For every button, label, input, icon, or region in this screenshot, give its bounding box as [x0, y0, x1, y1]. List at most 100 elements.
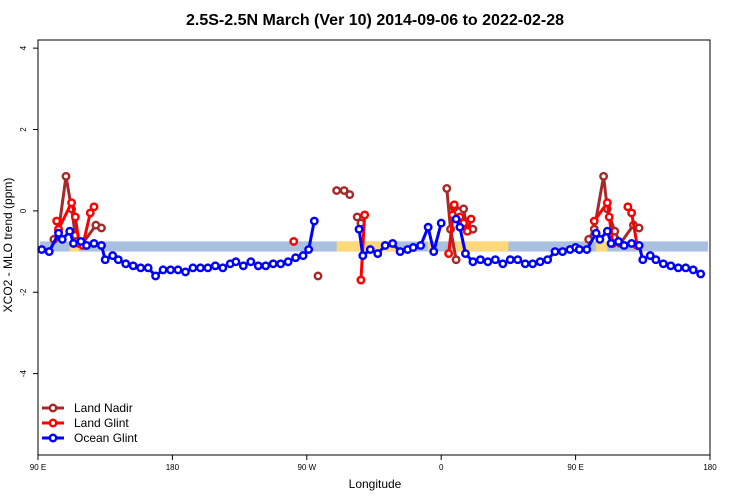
legend-label: Ocean Glint — [74, 431, 138, 445]
data-point — [128, 261, 138, 271]
series-land-nadir — [49, 171, 644, 281]
legend-marker — [48, 403, 58, 413]
data-point — [602, 198, 612, 208]
data-point — [181, 267, 190, 277]
data-point — [604, 212, 614, 222]
data-point — [65, 226, 75, 236]
chart-title: 2.5S-2.5N March (Ver 10) 2014-09-06 to 2… — [186, 12, 564, 29]
data-point — [634, 223, 644, 233]
data-point — [459, 204, 469, 214]
land-band-segment — [336, 241, 397, 252]
data-point — [304, 245, 314, 254]
x-axis: 90 E 180 90 W 0 90 E 180 — [30, 455, 717, 472]
plot-frame — [37, 39, 711, 456]
data-point — [582, 245, 592, 254]
data-point — [591, 228, 601, 238]
x-tick-label: 180 — [166, 463, 180, 472]
data-point — [54, 228, 63, 238]
data-point — [528, 259, 538, 269]
data-point — [345, 190, 355, 200]
data-point — [82, 241, 91, 250]
data-point — [97, 241, 106, 250]
x-axis-label: Longitude — [349, 477, 402, 491]
data-point — [513, 255, 523, 265]
data-point — [218, 263, 228, 273]
data-point — [475, 255, 485, 265]
data-point — [380, 241, 390, 250]
data-point — [332, 186, 342, 195]
data-point — [606, 238, 616, 248]
y-axis-label: XCO2 - MLO trend (ppm) — [1, 178, 15, 313]
data-point — [638, 255, 648, 265]
data-point — [623, 202, 633, 212]
data-point — [442, 184, 452, 193]
x-tick-label: 90 E — [30, 463, 46, 472]
legend-label: Land Glint — [74, 416, 129, 430]
data-point — [627, 238, 637, 248]
data-point — [365, 245, 375, 254]
data-point — [276, 259, 286, 269]
data-point — [231, 257, 241, 267]
data-point — [61, 171, 71, 181]
data-point — [574, 245, 584, 254]
data-point — [498, 259, 508, 269]
data-point — [158, 265, 168, 275]
data-point — [619, 241, 629, 250]
data-point — [52, 216, 62, 226]
data-point — [268, 259, 278, 269]
legend-marker — [48, 433, 58, 443]
x-tick-label: 0 — [439, 463, 444, 472]
data-point — [658, 259, 668, 269]
data-point — [666, 261, 676, 271]
data-point — [444, 249, 454, 259]
x-tick-label: 180 — [703, 463, 717, 472]
data-point — [436, 218, 446, 228]
y-axis: 4 2 0 -2 -4 — [19, 45, 38, 377]
y-tick-label: -2 — [19, 288, 28, 296]
data-point — [253, 261, 263, 271]
data-point — [358, 251, 368, 261]
data-point — [246, 257, 256, 267]
data-point — [283, 257, 293, 267]
data-point — [388, 238, 398, 248]
data-point — [360, 210, 370, 220]
data-point — [289, 236, 299, 246]
data-point — [70, 212, 80, 222]
data-point — [57, 234, 67, 244]
data-point — [121, 259, 131, 269]
data-point — [166, 265, 175, 275]
data-point — [339, 186, 349, 195]
data-point — [423, 222, 433, 232]
data-point — [535, 257, 545, 267]
land-band-segment — [428, 241, 432, 252]
data-point — [151, 271, 161, 281]
data-point — [188, 263, 198, 273]
data-point — [203, 263, 213, 273]
data-point — [543, 255, 553, 265]
data-point — [354, 224, 364, 234]
x-tick-label: 90 E — [567, 463, 583, 472]
data-point — [651, 255, 661, 265]
legend-marker — [48, 418, 58, 428]
data-point — [483, 257, 493, 267]
data-point — [298, 251, 308, 261]
data-point — [76, 236, 86, 246]
data-point — [356, 275, 366, 285]
data-point — [599, 171, 609, 181]
data-point — [645, 251, 655, 261]
data-point — [352, 212, 362, 222]
data-point — [408, 243, 418, 252]
land-band-segment — [596, 241, 608, 252]
data-point — [595, 234, 605, 244]
data-point — [85, 208, 95, 218]
data-point — [238, 261, 248, 271]
data-point — [173, 265, 183, 275]
data-point — [395, 247, 405, 257]
data-point — [44, 247, 54, 257]
data-point — [37, 245, 47, 254]
data-point — [589, 216, 599, 226]
data-point — [461, 249, 470, 259]
data-point — [210, 261, 220, 271]
data-point — [466, 214, 476, 224]
